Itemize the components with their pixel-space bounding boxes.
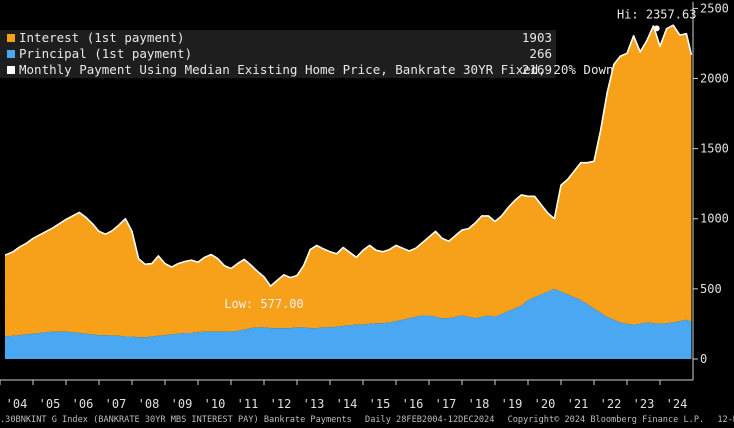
legend-value-principal: 266 <box>529 46 552 61</box>
high-marker <box>653 25 660 32</box>
series-area-principal <box>4 288 692 359</box>
x-tick-label: '13 <box>303 397 325 411</box>
x-tick-label: '12 <box>270 397 292 411</box>
footer-index: .30BNKINT G Index (BANKRATE 30YR MBS INT… <box>0 415 352 425</box>
legend: Interest (1st payment) 1903 Principal (1… <box>0 30 614 78</box>
x-tick-label: '08 <box>138 397 160 411</box>
y-tick-label: 500 <box>700 282 722 296</box>
x-tick-label: '17 <box>435 397 457 411</box>
footer: .30BNKINT G Index (BANKRATE 30YR MBS INT… <box>0 412 734 428</box>
series-area-interest <box>4 25 692 338</box>
x-tick-label: '19 <box>501 397 523 411</box>
x-axis: '04 '05 '06 '07 '08 '09 '10 '11 '12 '13 '14 '15 '16 '… <box>0 379 693 411</box>
x-tick-label: '06 <box>72 397 94 411</box>
footer-timestamp: 12-Dec-2024 11:18:11 <box>717 415 734 425</box>
y-tick-label: 1500 <box>700 142 729 156</box>
x-tick-label: '22 <box>600 397 622 411</box>
footer-range: Daily 28FEB2004-12DEC2024 <box>365 415 495 425</box>
legend-item-interest: Interest (1st payment) 1903 <box>0 30 556 46</box>
y-tick-label: 2000 <box>700 72 729 86</box>
legend-value-monthly-payment: 2169 <box>521 62 552 77</box>
x-tick-label: '10 <box>204 397 226 411</box>
legend-swatch-principal <box>7 50 15 58</box>
legend-item-principal: Principal (1st payment) 266 <box>0 46 556 62</box>
x-tick-label: '09 <box>171 397 193 411</box>
y-tick-label: 0 <box>700 352 707 366</box>
low-label: Low: 577.00 <box>224 297 303 311</box>
legend-label-monthly-payment: Monthly Payment Using Median Existing Ho… <box>19 62 614 77</box>
x-tick-label: '04 <box>6 397 28 411</box>
annotations-layer: Hi: 2357.63 Low: 577.00 <box>224 7 696 311</box>
x-tick-label: '07 <box>105 397 127 411</box>
x-tick-label: '20 <box>534 397 556 411</box>
legend-item-monthly-payment: Monthly Payment Using Median Existing Ho… <box>0 62 614 78</box>
legend-value-interest: 1903 <box>521 30 552 45</box>
x-tick-label: '14 <box>336 397 358 411</box>
high-label: Hi: 2357.63 <box>617 7 696 21</box>
x-tick-label: '11 <box>237 397 259 411</box>
legend-label-principal: Principal (1st payment) <box>19 46 193 61</box>
x-tick-label: '21 <box>567 397 589 411</box>
series-line-monthly-payment <box>4 24 693 287</box>
legend-swatch-interest <box>7 34 15 42</box>
x-tick-label: '15 <box>369 397 391 411</box>
y-axis: 0 500 1000 1500 2000 2500 <box>692 1 729 380</box>
footer-copyright: Copyright© 2024 Bloomberg Finance L.P. <box>507 415 705 425</box>
legend-label-interest: Interest (1st payment) <box>19 30 185 45</box>
x-tick-label: '05 <box>39 397 61 411</box>
x-tick-label: '18 <box>468 397 490 411</box>
legend-swatch-monthly-payment <box>7 66 15 74</box>
y-tick-label: 2500 <box>700 1 729 15</box>
x-tick-label: '16 <box>402 397 424 411</box>
areas-layer <box>4 24 693 359</box>
x-tick-label: '24 <box>666 397 688 411</box>
x-tick-label: '23 <box>633 397 655 411</box>
y-tick-label: 1000 <box>700 212 729 226</box>
